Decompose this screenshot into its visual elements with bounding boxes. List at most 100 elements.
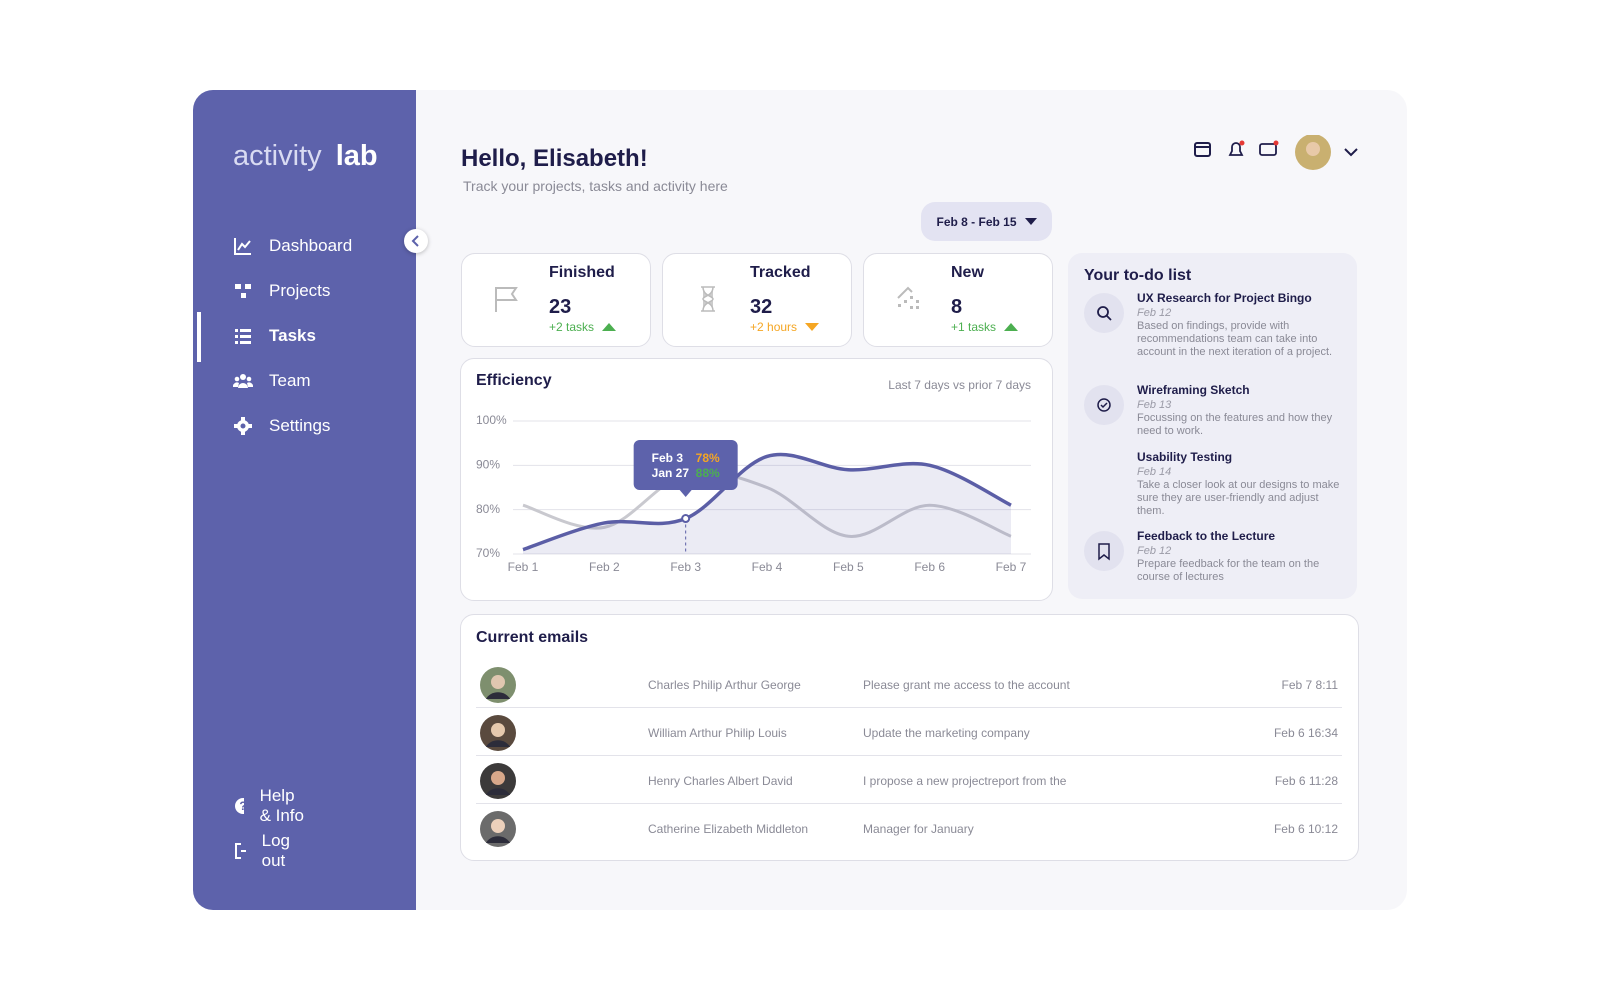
stat-card: Tracked 32 +2 hours [662, 253, 852, 347]
email-time: Feb 7 8:11 [1281, 678, 1338, 692]
date-range-picker[interactable]: Feb 8 - Feb 15 [921, 202, 1052, 241]
todo-item-date: Feb 13 [1137, 399, 1172, 411]
logo-bold: lab [335, 140, 378, 172]
email-row[interactable]: William Arthur Philip Louis Update the ma… [476, 711, 1342, 756]
stat-label: New [951, 264, 984, 281]
nav-icon [235, 284, 251, 298]
stat-label: Tracked [750, 264, 811, 281]
chart-subtitle: Last 7 days vs prior 7 days [888, 378, 1031, 392]
sender-avatar [480, 667, 516, 703]
todo-icon [1084, 531, 1124, 571]
emails-card: Current emails Charles Philip Arthur Geo… [460, 614, 1359, 861]
chat-icon[interactable] [1259, 140, 1279, 156]
stat-change: +2 tasks [549, 320, 617, 334]
tooltip [633, 440, 738, 497]
stat-value: 32 [750, 296, 773, 318]
logo: activity lab [233, 140, 378, 173]
tooltip-label: Feb 3 [652, 451, 684, 465]
y-tick-label: 90% [476, 458, 500, 472]
dropdown-icon [1024, 217, 1037, 225]
nav-label: Dashboard [269, 236, 353, 255]
todo-item-text: Focussing on the features and how they n… [1137, 412, 1333, 437]
email-time: Feb 6 16:34 [1273, 726, 1338, 740]
sidebar: activity lab Dashboard Projects Tasks Team S… [193, 90, 416, 910]
stat-icon [897, 286, 919, 309]
stat-card: New 8 +1 tasks [863, 253, 1053, 347]
sender-avatar [480, 811, 516, 847]
x-tick-label: Feb 5 [833, 560, 864, 574]
active-indicator [197, 312, 201, 362]
stat-change-text: +1 tasks [951, 320, 997, 334]
nav-item[interactable]: Team [233, 371, 311, 391]
email-row[interactable]: Charles Philip Arthur George Please grant… [476, 663, 1342, 708]
nav-label: Team [269, 371, 311, 390]
nav-item[interactable]: Settings [233, 416, 330, 436]
nav-icon [233, 374, 253, 388]
hover-point [681, 514, 691, 524]
x-tick-label: Feb 3 [670, 560, 701, 574]
chart-title: Efficiency [476, 372, 552, 389]
emails-title: Current emails [476, 629, 589, 646]
efficiency-card: Efficiency Last 7 days vs prior 7 days 1… [460, 358, 1053, 601]
nav-item[interactable]: Projects [233, 281, 330, 301]
nav-icon [235, 843, 246, 859]
email-sender: William Arthur Philip Louis [648, 726, 787, 740]
todo-item-title[interactable]: Feedback to the Lecture [1137, 529, 1276, 543]
x-tick-label: Feb 2 [589, 560, 620, 574]
todo-item-title[interactable]: Usability Testing [1137, 450, 1233, 464]
stat-change-text: +2 tasks [549, 320, 595, 334]
email-sender: Charles Philip Arthur George [648, 678, 801, 692]
trend-arrow [602, 322, 617, 331]
user-avatar[interactable] [1295, 135, 1331, 170]
email-sender: Henry Charles Albert David [648, 774, 793, 788]
email-sender: Catherine Elizabeth Middleton [648, 822, 809, 836]
todo-icon [1084, 385, 1124, 425]
stat-change: +1 tasks [951, 320, 1019, 334]
email-subject: Manager for January [863, 822, 974, 836]
email-subject: Update the marketing company [863, 726, 1030, 740]
todo-item-text: Take a closer look at our designs to mak… [1137, 479, 1340, 517]
email-time: Feb 6 10:12 [1273, 822, 1338, 836]
nav-icon: ? [235, 798, 244, 814]
todo-item-title[interactable]: UX Research for Project Bingo [1137, 291, 1312, 305]
stat-icon [495, 287, 518, 312]
todo-card: Your to-do list UX Research for Project … [1068, 253, 1357, 599]
y-tick-label: 70% [476, 546, 500, 560]
logo-light: activity [233, 140, 322, 172]
x-tick-label: Feb 6 [914, 560, 945, 574]
x-tick-label: Feb 7 [996, 560, 1027, 574]
email-subject: Please grant me access to the account [863, 678, 1070, 692]
sender-avatar [480, 715, 516, 751]
y-tick-label: 80% [476, 502, 500, 516]
nav-label: Log out [261, 831, 290, 870]
line [522, 452, 1012, 552]
nav-item[interactable]: ? Help & Info [233, 786, 304, 826]
calendar-icon[interactable] [1194, 142, 1211, 157]
svg-text:?: ? [239, 799, 243, 813]
nav-label: Projects [269, 281, 331, 300]
nav-icon [235, 329, 251, 344]
sender-avatar [480, 763, 516, 799]
y-tick-label: 100% [476, 413, 507, 427]
x-tick-label: Feb 4 [752, 560, 783, 574]
collapse-button[interactable] [404, 229, 428, 253]
todo-item-title[interactable]: Wireframing Sketch [1137, 383, 1250, 397]
stat-value: 8 [951, 296, 963, 318]
account-menu-icon[interactable] [1344, 148, 1358, 157]
line [522, 470, 1012, 538]
email-subject: I propose a new projectreport from the [863, 774, 1067, 788]
nav-item[interactable]: Log out [233, 831, 297, 871]
x-tick-label: Feb 1 [508, 560, 539, 574]
email-row[interactable]: Catherine Elizabeth Middleton Manager for… [476, 807, 1342, 851]
email-row[interactable]: Henry Charles Albert David I propose a ne… [476, 759, 1342, 804]
bell-icon[interactable] [1228, 140, 1245, 156]
tooltip-label: Jan 27 [652, 466, 690, 480]
email-time: Feb 6 11:28 [1274, 774, 1338, 788]
nav-item[interactable]: Dashboard [233, 236, 352, 256]
stat-card: Finished 23 +2 tasks [461, 253, 651, 347]
nav-icon [234, 238, 251, 255]
nav-item[interactable]: Tasks [233, 326, 316, 346]
trend-arrow [805, 322, 820, 331]
stat-value: 23 [549, 296, 572, 318]
todo-item-date: Feb 14 [1137, 466, 1172, 478]
